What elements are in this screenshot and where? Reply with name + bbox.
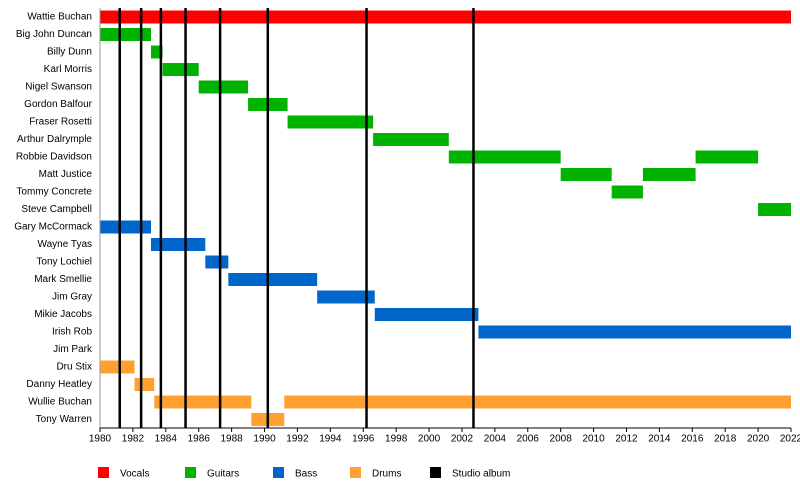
member-label: Nigel Swanson <box>25 82 92 93</box>
x-tick-label: 1980 <box>89 434 112 445</box>
tenure-bar <box>205 255 229 269</box>
member-label: Steve Campbell <box>21 204 92 215</box>
member-label: Fraser Rosetti <box>29 117 92 128</box>
x-tick-label: 2006 <box>517 434 540 445</box>
tenure-bar <box>151 45 163 59</box>
tenure-bar <box>317 290 375 304</box>
legend-label: Drums <box>372 469 401 480</box>
tenure-bar <box>448 150 561 164</box>
x-tick-label: 1988 <box>220 434 243 445</box>
tenure-bar <box>642 168 696 181</box>
member-label: Jim Park <box>53 344 93 355</box>
x-tick-label: 1982 <box>122 434 145 445</box>
x-tick-label: 2008 <box>550 434 573 445</box>
tenure-bar <box>154 395 252 409</box>
tenure-bar <box>100 220 152 234</box>
tenure-bar <box>287 115 374 129</box>
legend-swatch <box>98 467 109 478</box>
tenure-bar <box>198 80 249 94</box>
tenure-bar <box>100 28 152 41</box>
legend-label: Studio album <box>452 469 510 480</box>
x-tick-label: 2010 <box>582 434 605 445</box>
legend-swatch <box>185 467 196 478</box>
member-label: Tony Lochiel <box>36 257 92 268</box>
x-tick-label: 2020 <box>747 434 770 445</box>
member-label: Robbie Davidson <box>16 152 92 163</box>
tenure-bar <box>284 395 791 409</box>
tenure-bar <box>373 133 449 146</box>
tenure-bar <box>100 10 791 24</box>
member-label: Dru Stix <box>56 362 92 373</box>
x-tick-label: 2000 <box>418 434 441 445</box>
tenure-bar <box>374 308 479 321</box>
member-label: Karl Morris <box>44 64 92 75</box>
x-tick-label: 2022 <box>780 434 800 445</box>
member-label: Mikie Jacobs <box>34 309 92 320</box>
member-label: Wullie Buchan <box>28 397 92 408</box>
member-label: Big John Duncan <box>16 29 92 40</box>
x-tick-label: 1984 <box>155 434 178 445</box>
legend-label: Bass <box>295 469 317 480</box>
member-label: Arthur Dalrymple <box>17 134 92 145</box>
x-tick-label: 2004 <box>484 434 507 445</box>
tenure-bar <box>100 360 135 374</box>
member-label: Irish Rob <box>52 327 92 338</box>
x-tick-label: 2016 <box>681 434 704 445</box>
tenure-bar <box>151 238 206 251</box>
member-label: Billy Dunn <box>47 47 92 58</box>
member-label: Matt Justice <box>39 169 93 180</box>
tenure-bar <box>162 63 199 76</box>
tenure-bar <box>478 325 791 339</box>
tenure-bar <box>695 150 759 164</box>
member-label: Wayne Tyas <box>38 239 92 250</box>
tenure-bar <box>228 273 318 286</box>
x-tick-label: 2018 <box>714 434 737 445</box>
x-tick-label: 1990 <box>253 434 276 445</box>
member-label: Gordon Balfour <box>24 99 92 110</box>
x-tick-label: 2002 <box>451 434 474 445</box>
legend-swatch <box>430 467 441 478</box>
x-tick-label: 1994 <box>319 434 342 445</box>
legend-swatch <box>273 467 284 478</box>
x-tick-label: 1986 <box>188 434 211 445</box>
member-label: Gary McCormack <box>14 222 93 233</box>
member-label: Tommy Concrete <box>16 187 92 198</box>
x-tick-label: 1998 <box>385 434 408 445</box>
legend-swatch <box>350 467 361 478</box>
member-label: Wattie Buchan <box>27 12 92 23</box>
tenure-bar <box>560 168 612 181</box>
legend-label: Guitars <box>207 469 239 480</box>
member-label: Mark Smellie <box>34 274 92 285</box>
tenure-bar <box>758 203 791 216</box>
member-label: Tony Warren <box>36 414 92 425</box>
x-tick-label: 2014 <box>648 434 671 445</box>
member-label: Jim Gray <box>52 292 92 303</box>
tenure-bar <box>134 378 155 391</box>
member-label: Danny Heatley <box>26 379 92 390</box>
tenure-bar <box>611 185 643 199</box>
legend-label: Vocals <box>120 469 149 480</box>
x-tick-label: 1996 <box>352 434 375 445</box>
x-tick-label: 1992 <box>286 434 309 445</box>
x-tick-label: 2012 <box>615 434 638 445</box>
